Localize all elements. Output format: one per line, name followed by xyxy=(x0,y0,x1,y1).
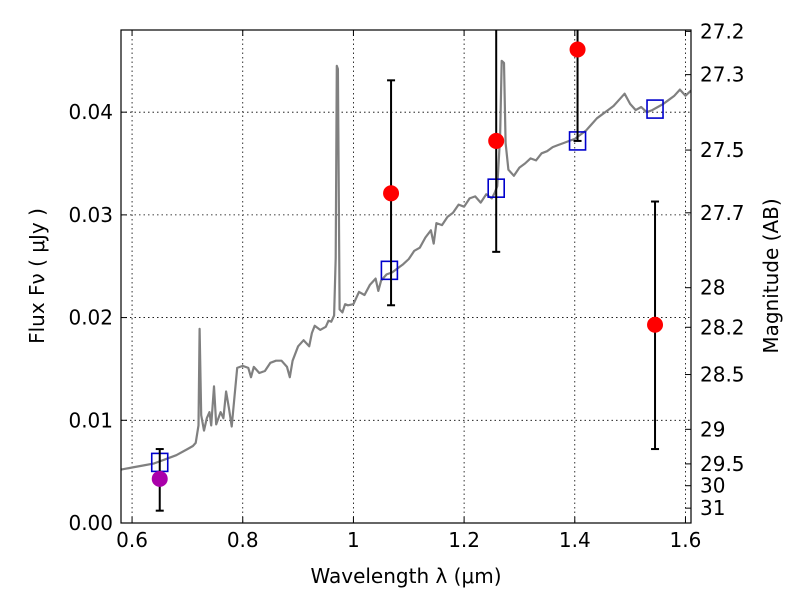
mag-tick-label: 28.5 xyxy=(700,363,745,387)
observed-point xyxy=(383,185,400,202)
mag-tick-label: 28.2 xyxy=(700,315,745,339)
y2-axis-label: Magnitude (AB) xyxy=(759,198,783,353)
mag-tick-label: 28 xyxy=(700,276,725,300)
observed-point xyxy=(151,470,168,487)
model-square-marker xyxy=(380,260,399,281)
y-tick-label: 0.01 xyxy=(68,408,113,432)
model-square-marker xyxy=(646,99,664,119)
observed-point xyxy=(488,132,505,149)
mag-tick-label: 27.3 xyxy=(700,63,745,87)
mag-tick-label: 30 xyxy=(700,474,725,498)
plot-content xyxy=(121,59,691,471)
spectrum-line xyxy=(121,59,691,471)
mag-tick-label: 27.7 xyxy=(700,201,745,225)
x-tick-label: 1.2 xyxy=(448,528,480,552)
observed-point xyxy=(647,316,664,333)
plot-frame xyxy=(120,29,692,524)
x-tick-label: 0.6 xyxy=(116,528,148,552)
x-tick-label: 0.8 xyxy=(227,528,259,552)
y-tick-label: 0.04 xyxy=(68,100,113,124)
observed-point xyxy=(569,41,586,58)
y-axis-label: Flux Fν ( μJy ) xyxy=(25,208,49,344)
y-tick-label: 0.00 xyxy=(68,511,113,535)
mag-tick-label: 29 xyxy=(700,417,725,441)
mag-tick-label: 31 xyxy=(700,496,725,520)
mag-tick-label: 27.2 xyxy=(700,19,745,43)
axes: 0.6 0.8 1 1.2 1.4 1.6 0.00 0.01 0.02 0.03 0.04 27.2… xyxy=(68,19,744,552)
y-tick-label: 0.03 xyxy=(68,203,113,227)
x-tick-label: 1.6 xyxy=(670,528,702,552)
plot-area xyxy=(121,30,691,512)
y-tick-label: 0.02 xyxy=(68,306,113,330)
x-tick-label: 1 xyxy=(347,528,360,552)
mag-tick-label: 29.5 xyxy=(700,452,745,476)
grid xyxy=(121,30,691,524)
x-tick-label: 1.4 xyxy=(559,528,591,552)
mag-tick-label: 27.5 xyxy=(700,138,745,162)
x-axis-label: Wavelength λ (μm) xyxy=(310,564,501,588)
